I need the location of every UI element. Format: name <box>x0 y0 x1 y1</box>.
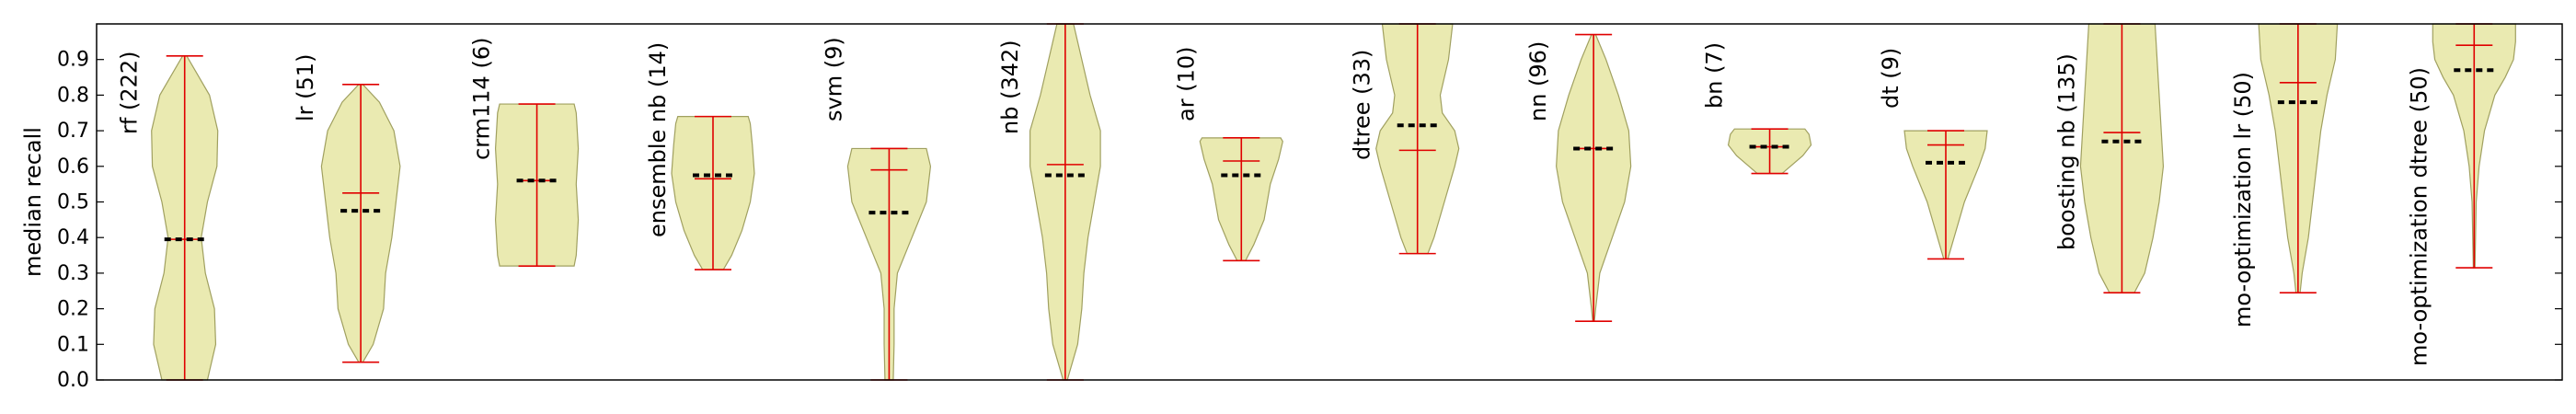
violin-1: lr (51) <box>293 54 401 363</box>
violin-9: bn (7) <box>1702 42 1812 175</box>
violin-label: nb (342) <box>997 40 1023 134</box>
violin-10: dt (9) <box>1878 48 1988 260</box>
y-tick-label: 0.4 <box>57 226 89 249</box>
violin-label: dtree (33) <box>1350 50 1375 160</box>
y-tick-label: 0.8 <box>57 84 89 107</box>
y-axis: 0.0 0.1 0.2 0.3 0.4 0.5 0.6 0.7 0.8 0.9 <box>57 49 2562 392</box>
violin-label: bn (7) <box>1702 42 1728 109</box>
y-tick-label: 0.2 <box>57 298 89 321</box>
violin-label: nn (96) <box>1525 41 1551 121</box>
violin-2: crm114 (6) <box>469 38 580 267</box>
y-tick-label: 0.3 <box>57 262 89 285</box>
violin-0: rf (222) <box>117 52 219 381</box>
y-tick-label: 0.1 <box>57 333 89 356</box>
violin-11: boosting nb (135) <box>2053 23 2165 293</box>
plot-frame <box>96 23 2563 381</box>
violin-label: mo-optimization dtree (50) <box>2406 67 2432 366</box>
violin-label: svm (9) <box>821 37 846 121</box>
violin-5: nb (342) <box>997 23 1101 381</box>
y-tick-label: 0.0 <box>57 369 89 392</box>
violin-6: ar (10) <box>1173 47 1283 262</box>
violin-label: boosting nb (135) <box>2053 53 2079 250</box>
violin-label: crm114 (6) <box>469 38 495 160</box>
violin-label: dt (9) <box>1878 48 1903 109</box>
y-tick-label: 0.7 <box>57 120 89 143</box>
violin-label: ensemble nb (14) <box>645 42 671 237</box>
violin-label: rf (222) <box>117 52 143 134</box>
violin-4: svm (9) <box>821 37 932 381</box>
violin-label: lr (51) <box>293 54 318 121</box>
violin-label: ar (10) <box>1173 47 1199 121</box>
violin-3: ensemble nb (14) <box>645 42 755 270</box>
violin-label: mo-optimization lr (50) <box>2230 72 2256 328</box>
violins-group: rf (222) lr (51) crm114 (6) ensemble nb (14… <box>117 23 2516 381</box>
violin-13: mo-optimization dtree (50) <box>2406 23 2516 366</box>
violin-7: dtree (33) <box>1350 23 1460 255</box>
y-axis-title: median recall <box>20 127 46 277</box>
y-tick-label: 0.9 <box>57 49 89 72</box>
y-tick-label: 0.5 <box>57 191 89 214</box>
y-tick-label: 0.6 <box>57 155 89 178</box>
violin-8: nn (96) <box>1525 33 1632 322</box>
